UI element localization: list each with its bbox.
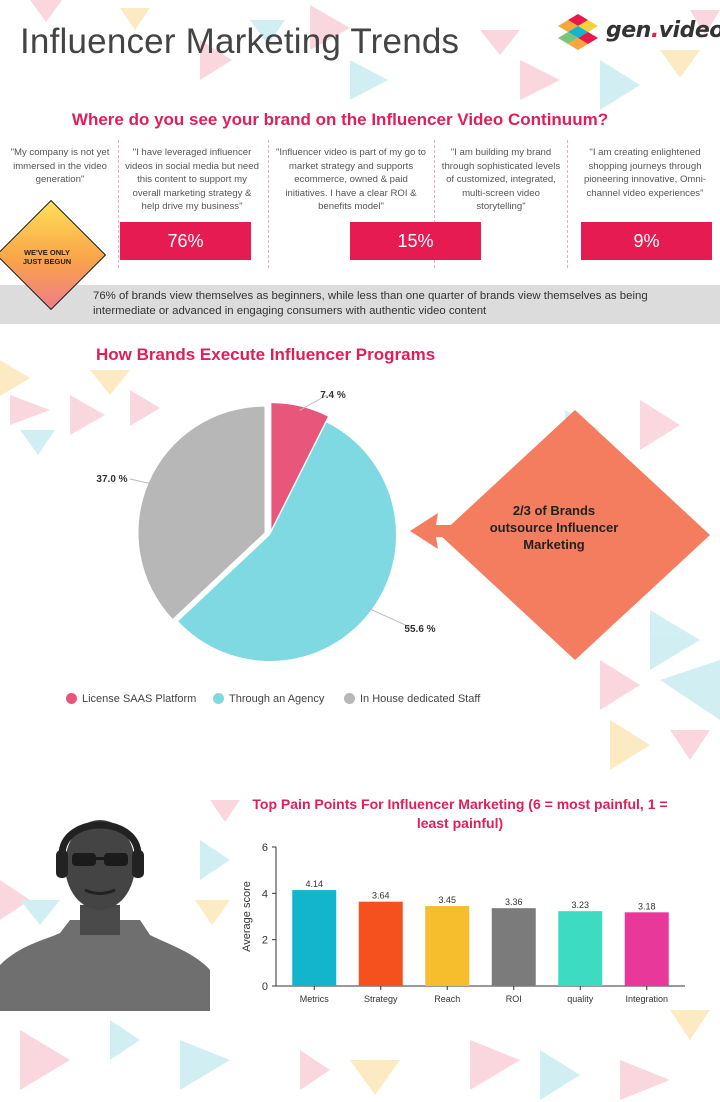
- logo-wordmark: gen.video: [606, 18, 720, 43]
- bar-strategy: [358, 901, 403, 986]
- percentage-box-advanced: 9%: [581, 222, 712, 260]
- legend-swatch: [213, 693, 224, 704]
- summary-band: [0, 285, 720, 324]
- x-tick-label: quality: [567, 994, 594, 1004]
- pain-points-bar-chart: 0 2 4 6 Average score 4.14 Metrics 3.64 Strateg…: [241, 842, 685, 1004]
- programs-title: How Brands Execute Influencer Programs: [96, 345, 436, 364]
- y-axis-label: Average score: [241, 881, 253, 952]
- percentage-box-beginner: 76%: [120, 222, 251, 260]
- pie-data-label: 55.6 %: [404, 624, 435, 635]
- percentage-box-intermediate: 15%: [350, 222, 481, 260]
- brand-logo: gen.video: [556, 12, 720, 52]
- bar-integration: [624, 912, 669, 986]
- pie-leader-line: [129, 478, 153, 485]
- logo-dot: .: [650, 18, 659, 43]
- badge-label: WE'VE ONLY JUST BEGUN: [22, 248, 72, 266]
- y-tick-label: 6: [262, 842, 268, 854]
- bar-value-label: 3.64: [372, 891, 390, 901]
- pie-data-label: 7.4 %: [320, 390, 346, 401]
- legend-label: Through an Agency: [229, 693, 325, 705]
- legend-swatch: [66, 693, 77, 704]
- x-tick-label: Reach: [434, 994, 460, 1004]
- page-title: Influencer Marketing Trends: [20, 22, 460, 61]
- pie-slice-inhouse: [138, 406, 265, 619]
- bar-roi: [491, 908, 536, 986]
- y-tick-label: 4: [262, 888, 268, 900]
- bar-quality: [558, 911, 603, 986]
- bar-value-label: 3.45: [438, 895, 456, 905]
- continuum-quote-5: "I am creating enlightened shopping jour…: [583, 147, 707, 199]
- x-tick-label: Integration: [625, 994, 668, 1004]
- continuum-quote-4: "I am building my brand through sophisti…: [441, 147, 561, 212]
- logo-text-suffix: video: [658, 18, 720, 43]
- bar-value-label: 3.36: [505, 897, 523, 907]
- programs-pie-chart: 7.4 % 55.6 % 37.0 %: [96, 390, 710, 661]
- pie-leader-line: [299, 394, 328, 411]
- callout-diamond: [440, 410, 710, 660]
- logo-mark-icon: [558, 14, 598, 50]
- summary-text: 76% of brands view themselves as beginne…: [93, 290, 648, 317]
- legend-item-inhouse: In House dedicated Staff: [344, 693, 480, 705]
- logo-text-prefix: gen: [606, 18, 651, 43]
- x-tick-label: Metrics: [300, 994, 329, 1004]
- influencer-photo: [0, 820, 210, 1011]
- bar-reach: [425, 906, 470, 986]
- bar-value-label: 3.23: [571, 900, 589, 910]
- continuum-divider: [567, 140, 568, 268]
- y-tick-label: 2: [262, 935, 268, 947]
- x-tick-label: Strategy: [364, 994, 398, 1004]
- continuum-quote-1: "My company is not yet immersed in the v…: [10, 147, 110, 185]
- pie-leader-line: [367, 607, 415, 630]
- y-tick-label: 0: [262, 981, 268, 993]
- pie-data-label: 37.0 %: [96, 474, 127, 485]
- pain-points-title: Top Pain Points For Influencer Marketing…: [252, 796, 668, 831]
- pie-slice-saas: [271, 403, 328, 530]
- bar-metrics: [292, 890, 337, 986]
- continuum-divider: [434, 140, 435, 268]
- legend-label: In House dedicated Staff: [360, 693, 481, 705]
- legend-item-saas: License SAAS Platform: [66, 693, 196, 705]
- legend-swatch: [344, 693, 355, 704]
- callout-arrow-icon: [410, 513, 470, 549]
- x-tick-label: ROI: [506, 994, 522, 1004]
- continuum-quote-2: "I have leveraged influencer videos in s…: [125, 147, 259, 212]
- pie-slice-agency: [178, 422, 396, 661]
- bar-value-label: 3.18: [638, 901, 656, 911]
- continuum-divider: [118, 140, 119, 268]
- continuum-title: Where do you see your brand on the Influ…: [71, 110, 609, 129]
- continuum-divider: [268, 140, 269, 268]
- legend-item-agency: Through an Agency: [213, 693, 324, 705]
- bar-value-label: 4.14: [305, 879, 323, 889]
- legend-label: License SAAS Platform: [82, 693, 197, 705]
- continuum-quote-3: "Influencer video is part of my go to ma…: [275, 147, 427, 212]
- callout-text: 2/3 of Brands outsource Influencer Marke…: [489, 503, 619, 552]
